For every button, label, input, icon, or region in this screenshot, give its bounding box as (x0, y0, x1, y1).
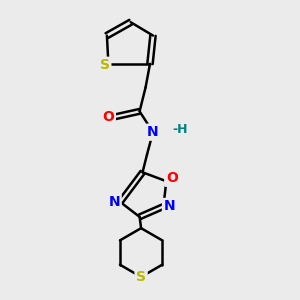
Text: N: N (147, 125, 159, 139)
Text: N: N (164, 200, 175, 214)
Text: S: S (136, 270, 146, 284)
Text: -H: -H (172, 123, 188, 136)
Text: O: O (166, 171, 178, 185)
Text: S: S (100, 58, 110, 72)
Text: O: O (103, 110, 114, 124)
Text: N: N (109, 195, 120, 209)
